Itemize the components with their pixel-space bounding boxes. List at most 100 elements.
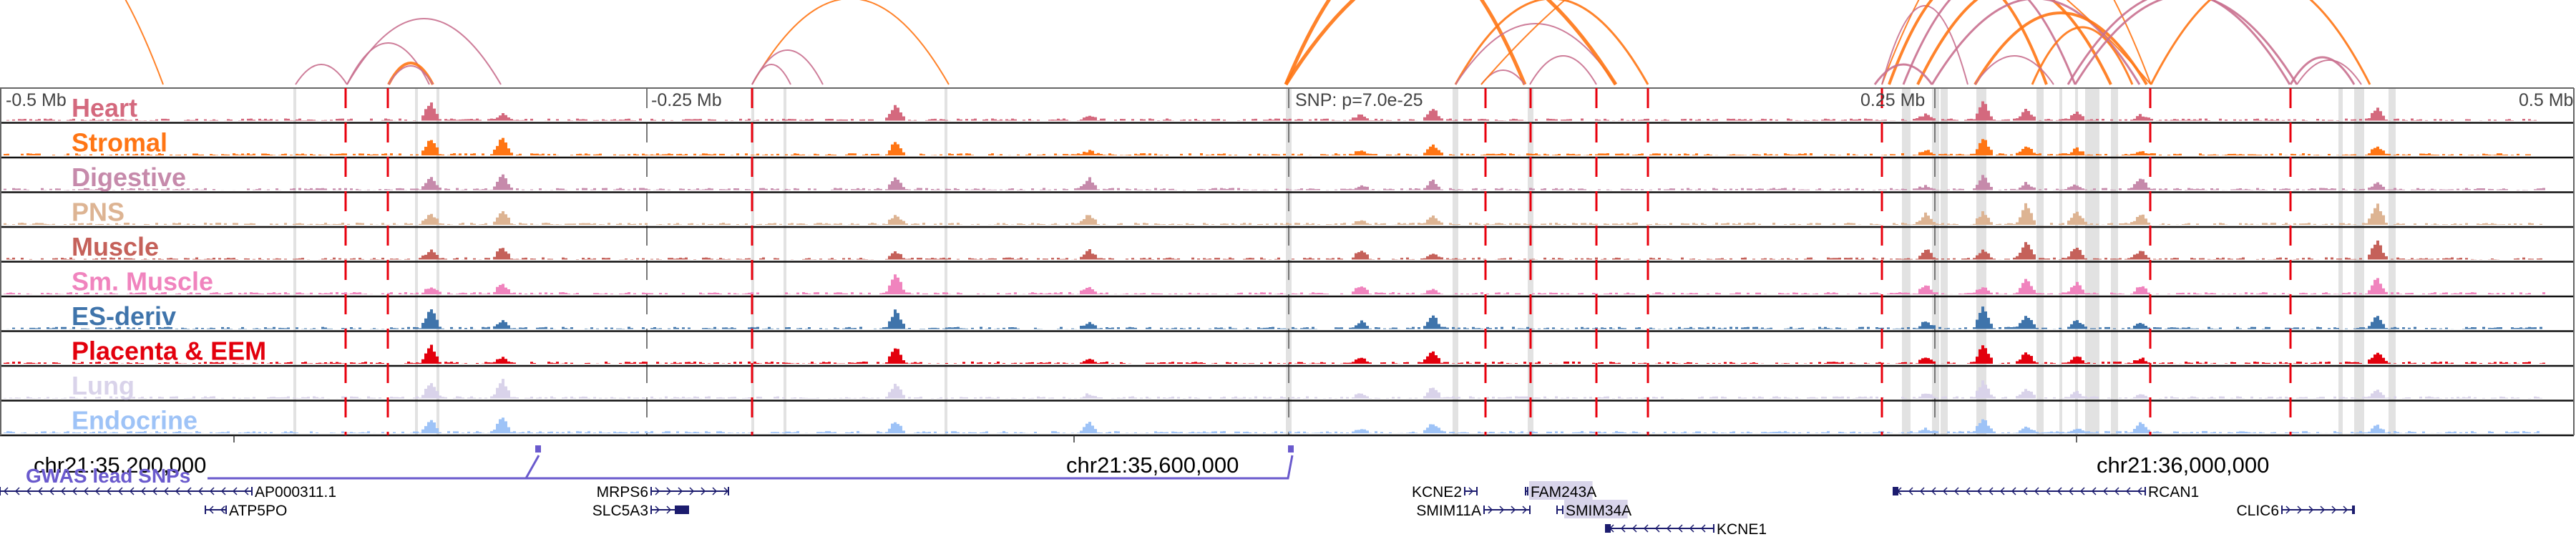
track-label: Stromal	[72, 128, 167, 158]
loop-arc-pink	[1931, 0, 2141, 85]
strand-arrow-left-icon	[1919, 487, 1925, 495]
strand-arrow-left-icon	[2022, 487, 2028, 495]
strand-arrow-left-icon	[175, 487, 180, 495]
gwas-track: GWAS lead SNPs	[26, 445, 1294, 487]
strand-arrow-left-icon	[152, 487, 157, 495]
strand-arrow-left-icon	[1631, 524, 1637, 533]
strand-arrow-left-icon	[232, 487, 238, 495]
strand-arrow-left-icon	[26, 487, 31, 495]
gene-exon	[1893, 487, 1898, 495]
loop-arc-orange	[2031, 26, 2134, 85]
strand-arrow-right-icon	[689, 487, 695, 495]
signal-track-placenta-eem	[4, 344, 2545, 364]
track-label: Muscle	[72, 232, 159, 261]
track-label: Placenta & EEM	[72, 337, 266, 366]
strand-arrow-left-icon	[129, 487, 135, 495]
strand-arrow-right-icon	[2320, 505, 2326, 514]
signal-tracks-layer	[4, 101, 2545, 433]
strand-arrow-right-icon	[1488, 505, 1493, 514]
strand-arrow-left-icon	[2079, 487, 2085, 495]
strand-arrow-left-icon	[1643, 524, 1649, 533]
signal-histogram	[4, 274, 2545, 294]
gene-label: CLIC6	[2236, 503, 2279, 519]
strand-arrow-left-icon	[1953, 487, 1959, 495]
strand-arrow-left-icon	[2057, 487, 2062, 495]
enhancer-markers-layer	[344, 88, 2292, 435]
strand-arrow-left-icon	[106, 487, 112, 495]
strand-arrow-right-icon	[2331, 505, 2337, 514]
strand-arrow-left-icon	[37, 487, 43, 495]
loop-arc-pink	[2074, 0, 2298, 85]
track-label: Heart	[72, 93, 137, 122]
gene-highlight-box	[1529, 481, 1593, 500]
strand-arrow-left-icon	[209, 487, 215, 495]
gene-clic6: CLIC6	[2236, 503, 2355, 519]
gene-slc5a3: SLC5A3	[592, 503, 689, 519]
strand-arrow-left-icon	[60, 487, 66, 495]
signal-track-pns	[4, 203, 2545, 225]
loop-arc-orange	[125, 0, 164, 85]
axis-label-minus-0.25mb: -0.25 Mb	[651, 90, 722, 110]
loop-arc-orange	[751, 0, 950, 85]
track-label: Endocrine	[72, 406, 197, 435]
track-label: Digestive	[72, 163, 186, 192]
strand-arrow-left-icon	[1689, 524, 1694, 533]
signal-histogram	[4, 174, 2545, 190]
loop-arc-pink	[2067, 0, 2291, 85]
coordinate-axis: chr21:35,200,000 chr21:35,600,000 chr21:…	[34, 435, 2269, 478]
signal-track-es-deriv	[4, 306, 2545, 329]
strand-arrow-left-icon	[1654, 524, 1660, 533]
signal-histogram	[4, 306, 2545, 329]
signal-histogram	[4, 379, 2545, 399]
gene-highlight-box	[1564, 500, 1628, 518]
strand-arrow-left-icon	[1677, 524, 1683, 533]
strand-arrow-left-icon	[2068, 487, 2074, 495]
gene-smim11a: SMIM11A	[1416, 503, 1531, 519]
axis-label-minus-0.5mb: -0.5 Mb	[6, 90, 67, 110]
strand-arrow-left-icon	[1700, 524, 1706, 533]
strand-arrow-right-icon	[712, 487, 718, 495]
gwas-snp-marker	[535, 445, 541, 453]
snp-pvalue-label: SNP: p=7.0e-25	[1295, 90, 1423, 110]
loop-arc-pink	[1529, 55, 1597, 85]
gene-label: FAM243A	[1531, 484, 1596, 500]
strand-arrow-right-icon	[1499, 505, 1505, 514]
loop-arc-orange	[1284, 0, 1527, 85]
gene-label: ATP5PO	[229, 503, 287, 519]
strand-arrow-left-icon	[2125, 487, 2131, 495]
gene-smim34a: SMIM34A	[1556, 500, 1631, 519]
signal-track-digestive	[4, 174, 2545, 190]
track-label: PNS	[72, 198, 125, 227]
gene-mrps6: MRPS6	[597, 484, 729, 500]
strand-arrow-right-icon	[1511, 505, 1516, 514]
strand-arrow-left-icon	[1908, 487, 1913, 495]
loop-arc-pink	[1902, 0, 2077, 85]
gene-label: SLC5A3	[592, 503, 648, 519]
strand-arrow-left-icon	[14, 487, 20, 495]
strand-arrow-left-icon	[2137, 487, 2142, 495]
strand-arrow-left-icon	[2114, 487, 2119, 495]
coordinate-label-36000000: chr21:36,000,000	[2097, 453, 2269, 478]
strand-arrow-left-icon	[1666, 524, 1672, 533]
gwas-snp-marker	[1288, 445, 1294, 453]
strand-arrow-left-icon	[2102, 487, 2108, 495]
strand-arrow-right-icon	[2297, 505, 2303, 514]
signal-histogram	[4, 240, 2545, 260]
strand-arrow-left-icon	[2011, 487, 2016, 495]
gene-kcne1: KCNE1	[1605, 521, 1767, 537]
strand-arrow-right-icon	[655, 505, 660, 514]
strand-arrow-left-icon	[2034, 487, 2039, 495]
strand-arrow-left-icon	[1931, 487, 1936, 495]
loop-arc-pink	[2289, 56, 2356, 85]
gene-exon	[1606, 524, 1611, 533]
strand-arrow-left-icon	[2045, 487, 2051, 495]
gene-label: AP000311.1	[255, 484, 336, 500]
strand-arrow-left-icon	[197, 487, 203, 495]
gene-rcan1: RCAN1	[1893, 484, 2199, 500]
coordinate-label-35600000: chr21:35,600,000	[1066, 453, 1239, 478]
axis-label-0.5mb: 0.5 Mb	[2519, 90, 2573, 110]
gene-fam243a: FAM243A	[1525, 481, 1596, 500]
gwas-connector	[525, 455, 540, 479]
gwas-track-title: GWAS lead SNPs	[26, 465, 190, 487]
strand-arrow-left-icon	[83, 487, 89, 495]
